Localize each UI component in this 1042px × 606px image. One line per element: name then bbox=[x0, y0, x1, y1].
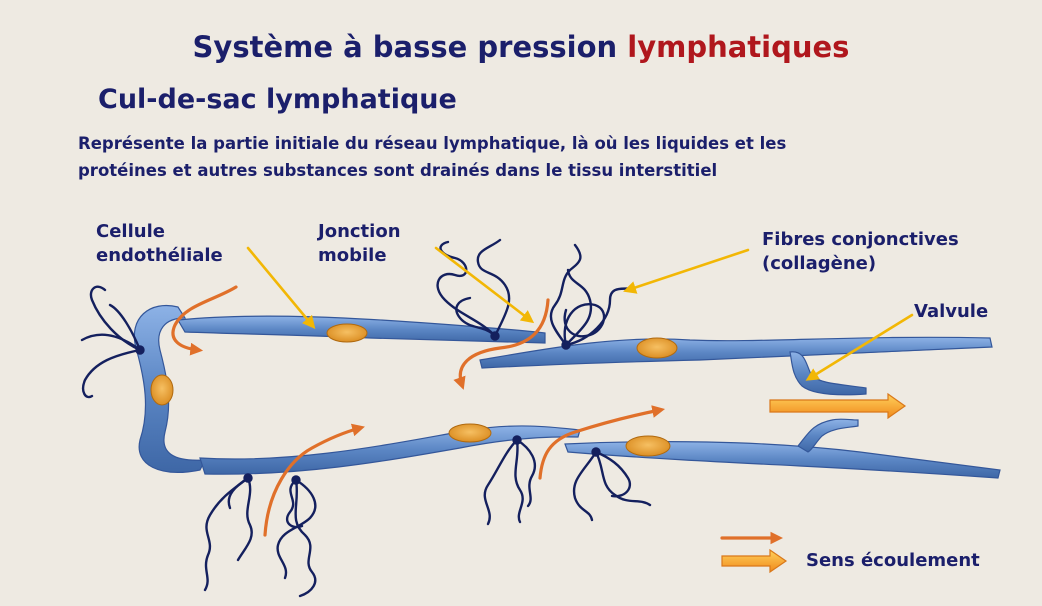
slide-subtitle: Cul-de-sac lymphatique bbox=[98, 84, 457, 115]
pointer-valve bbox=[805, 313, 914, 381]
valve-upper bbox=[789, 351, 867, 396]
legend-block-arrow bbox=[721, 548, 788, 574]
fiber bbox=[563, 303, 606, 347]
vessel-lower-wall-right bbox=[564, 441, 1001, 479]
fiber bbox=[285, 478, 304, 529]
vessel-lower-wall-left bbox=[199, 425, 581, 475]
fiber-anchor bbox=[512, 435, 522, 445]
fiber bbox=[89, 285, 142, 352]
fiber bbox=[80, 333, 142, 352]
fiber bbox=[294, 478, 317, 598]
fiber bbox=[455, 296, 497, 338]
valve-lower bbox=[797, 418, 859, 453]
fiber-anchor bbox=[135, 345, 145, 355]
collagen-fibers bbox=[80, 238, 652, 598]
vessel-walls bbox=[133, 305, 1001, 479]
fiber bbox=[276, 478, 317, 580]
legend-flow-direction: Sens écoulement bbox=[806, 550, 980, 571]
vessel-upper-wall-right bbox=[479, 336, 993, 369]
title-main: Système à basse pression bbox=[192, 30, 618, 64]
flow-arrow bbox=[171, 285, 238, 356]
fiber-anchor bbox=[490, 331, 500, 341]
fiber bbox=[549, 243, 582, 347]
nucleus bbox=[636, 337, 678, 359]
label-endothelial-cell: Cellule endothéliale bbox=[96, 221, 223, 266]
slide-title: Système à basse pression lymphatiques bbox=[0, 30, 1042, 64]
fiber bbox=[203, 476, 250, 592]
label-mobile-junction: Jonction mobile bbox=[318, 221, 401, 266]
flow-arrow bbox=[263, 423, 365, 537]
nucleus bbox=[625, 435, 671, 457]
fiber-anchor bbox=[591, 447, 601, 457]
nuclei bbox=[150, 323, 678, 457]
fiber-anchor bbox=[561, 340, 571, 350]
fiber bbox=[236, 476, 253, 562]
fiber bbox=[476, 238, 511, 338]
pointer-fibers bbox=[623, 248, 750, 294]
fiber bbox=[108, 303, 142, 352]
description-line: protéines et autres substances sont drai… bbox=[78, 161, 718, 180]
fiber bbox=[514, 438, 524, 524]
nucleus bbox=[150, 374, 174, 406]
label-valve: Valvule bbox=[914, 301, 989, 322]
label-pointers bbox=[246, 246, 914, 381]
fiber bbox=[572, 450, 598, 522]
fiber bbox=[81, 348, 142, 399]
fiber bbox=[483, 438, 519, 526]
label-connective-fibers: Fibres conjonctives (collagène) bbox=[762, 229, 959, 274]
fiber bbox=[227, 476, 250, 510]
pointer-junction bbox=[246, 246, 316, 329]
block-arrows bbox=[721, 392, 907, 574]
fiber-anchor bbox=[243, 473, 253, 483]
pointer-gap bbox=[434, 246, 535, 324]
title-accent: lymphatiques bbox=[627, 30, 850, 64]
nucleus bbox=[448, 423, 492, 443]
fiber bbox=[594, 450, 652, 507]
fiber bbox=[515, 438, 537, 508]
fiber bbox=[564, 268, 593, 347]
flow-arrow bbox=[453, 298, 550, 390]
fiber-anchor bbox=[291, 475, 301, 485]
fiber bbox=[594, 450, 632, 498]
slide-description: Représente la partie initiale du réseau … bbox=[78, 130, 786, 184]
flow-arrows bbox=[171, 285, 784, 545]
description-line: Représente la partie initiale du réseau … bbox=[78, 134, 787, 153]
nucleus bbox=[326, 323, 368, 343]
flow-arrow bbox=[538, 405, 666, 480]
flow-direction-block-arrow bbox=[769, 392, 907, 420]
